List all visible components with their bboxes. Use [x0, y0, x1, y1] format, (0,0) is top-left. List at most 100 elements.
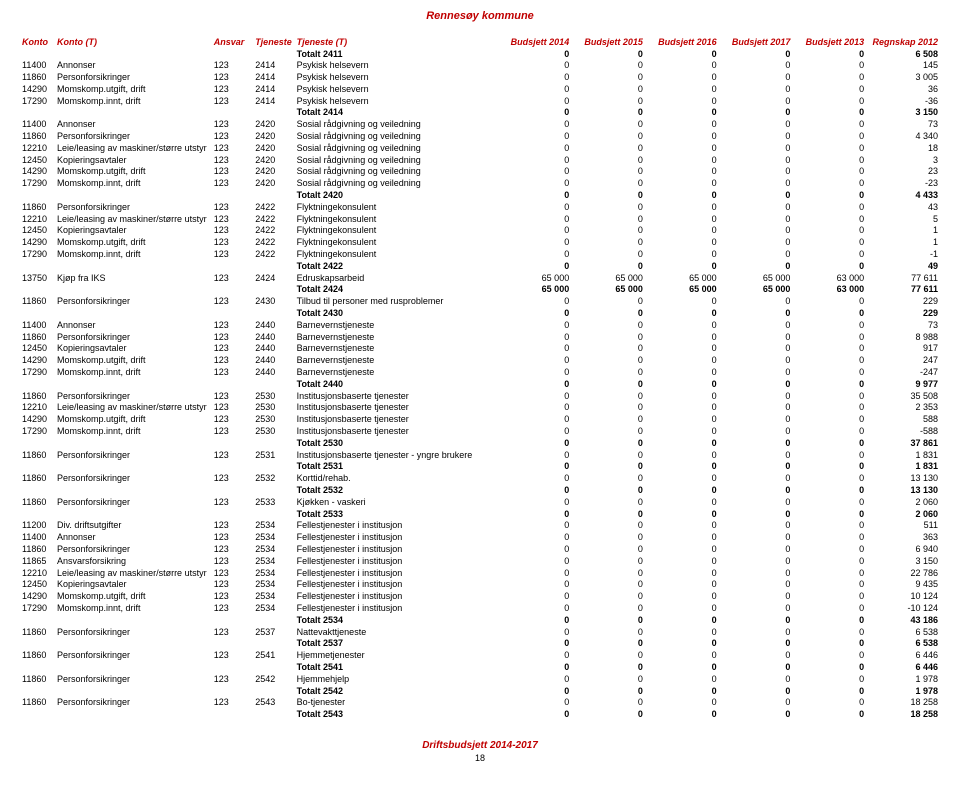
- cell: [20, 284, 55, 296]
- table-row: 12450Kopieringsavtaler1232422Flyktningek…: [20, 225, 940, 237]
- table-row: 11860Personforsikringer1232530Institusjo…: [20, 390, 940, 402]
- cell: [55, 308, 212, 320]
- cell: 0: [719, 555, 793, 567]
- cell: 0: [571, 390, 645, 402]
- cell: 0: [645, 331, 719, 343]
- cell: 23: [866, 166, 940, 178]
- cell: 0: [497, 319, 571, 331]
- cell: 0: [645, 60, 719, 72]
- cell: 0: [792, 319, 866, 331]
- cell: 0: [645, 355, 719, 367]
- cell: 2530: [253, 390, 294, 402]
- cell: [55, 461, 212, 473]
- cell: Kjøkken - vaskeri: [295, 496, 498, 508]
- col-konto-t: Konto (T): [55, 36, 212, 48]
- cell: 2 353: [866, 402, 940, 414]
- cell: 0: [497, 579, 571, 591]
- cell: 0: [792, 414, 866, 426]
- cell: 0: [645, 638, 719, 650]
- cell: 0: [571, 142, 645, 154]
- cell: 123: [212, 131, 253, 143]
- cell: Fellestjenester i institusjon: [295, 591, 498, 603]
- table-row: 17290Momskomp.innt, drift1232422Flyktnin…: [20, 249, 940, 261]
- cell: [212, 48, 253, 60]
- table-row: 11860Personforsikringer1232430Tilbud til…: [20, 296, 940, 308]
- cell: -1: [866, 249, 940, 261]
- table-row: 11860Personforsikringer1232532Korttid/re…: [20, 473, 940, 485]
- table-total-row: Totalt 25430000018 258: [20, 709, 940, 721]
- cell: Flyktningekonsulent: [295, 237, 498, 249]
- cell: 0: [571, 237, 645, 249]
- cell: 0: [719, 213, 793, 225]
- cell: 123: [212, 355, 253, 367]
- table-total-row: Totalt 2420000004 433: [20, 190, 940, 202]
- cell: 0: [792, 697, 866, 709]
- cell: 123: [212, 83, 253, 95]
- cell: 2533: [253, 496, 294, 508]
- table-row: 14290Momskomp.utgift, drift1232422Flyktn…: [20, 237, 940, 249]
- cell: 0: [497, 437, 571, 449]
- cell: Kopieringsavtaler: [55, 225, 212, 237]
- table-row: 11865Ansvarsforsikring1232534Fellestjene…: [20, 555, 940, 567]
- cell: Momskomp.innt, drift: [55, 367, 212, 379]
- cell: 588: [866, 414, 940, 426]
- cell: 0: [497, 213, 571, 225]
- cell: 65 000: [719, 272, 793, 284]
- cell: 0: [792, 402, 866, 414]
- cell: 0: [719, 673, 793, 685]
- cell: Totalt 2530: [295, 437, 498, 449]
- cell: 0: [571, 378, 645, 390]
- cell: 36: [866, 83, 940, 95]
- cell: 0: [645, 661, 719, 673]
- cell: 0: [645, 496, 719, 508]
- cell: 0: [719, 355, 793, 367]
- cell: 12210: [20, 402, 55, 414]
- cell: 0: [645, 201, 719, 213]
- cell: 0: [792, 213, 866, 225]
- cell: 63 000: [792, 284, 866, 296]
- cell: 0: [645, 697, 719, 709]
- cell: Fellestjenester i institusjon: [295, 602, 498, 614]
- cell: 0: [792, 154, 866, 166]
- col-ansvar: Ansvar: [212, 36, 253, 48]
- table-row: 17290Momskomp.innt, drift1232530Institus…: [20, 426, 940, 438]
- cell: 0: [645, 484, 719, 496]
- cell: 2 060: [866, 496, 940, 508]
- cell: [55, 661, 212, 673]
- cell: 0: [497, 508, 571, 520]
- cell: 123: [212, 249, 253, 261]
- cell: 2420: [253, 154, 294, 166]
- cell: Institusjonsbaserte tjenester: [295, 426, 498, 438]
- cell: 0: [719, 484, 793, 496]
- table-row: 14290Momskomp.utgift, drift1232414Psykis…: [20, 83, 940, 95]
- cell: 22 786: [866, 567, 940, 579]
- cell: 1 831: [866, 461, 940, 473]
- cell: 0: [645, 249, 719, 261]
- cell: 0: [497, 166, 571, 178]
- cell: [212, 685, 253, 697]
- page-footer: Driftsbudsjett 2014-2017 18: [20, 740, 940, 763]
- cell: 11860: [20, 331, 55, 343]
- cell: 123: [212, 60, 253, 72]
- cell: 123: [212, 319, 253, 331]
- cell: 0: [645, 591, 719, 603]
- cell: 0: [792, 567, 866, 579]
- cell: 2543: [253, 697, 294, 709]
- cell: 0: [645, 390, 719, 402]
- cell: Personforsikringer: [55, 331, 212, 343]
- cell: 65 000: [571, 284, 645, 296]
- cell: Psykisk helsevern: [295, 72, 498, 84]
- table-row: 11400Annonser1232414Psykisk helsevern000…: [20, 60, 940, 72]
- cell: 0: [497, 390, 571, 402]
- cell: 0: [719, 154, 793, 166]
- cell: 0: [719, 237, 793, 249]
- cell: 0: [497, 237, 571, 249]
- cell: 0: [719, 95, 793, 107]
- cell: 11860: [20, 673, 55, 685]
- cell: 14290: [20, 414, 55, 426]
- col-tjeneste: Tjeneste: [253, 36, 294, 48]
- cell: 0: [645, 461, 719, 473]
- cell: 0: [792, 308, 866, 320]
- cell: 35 508: [866, 390, 940, 402]
- cell: 0: [645, 567, 719, 579]
